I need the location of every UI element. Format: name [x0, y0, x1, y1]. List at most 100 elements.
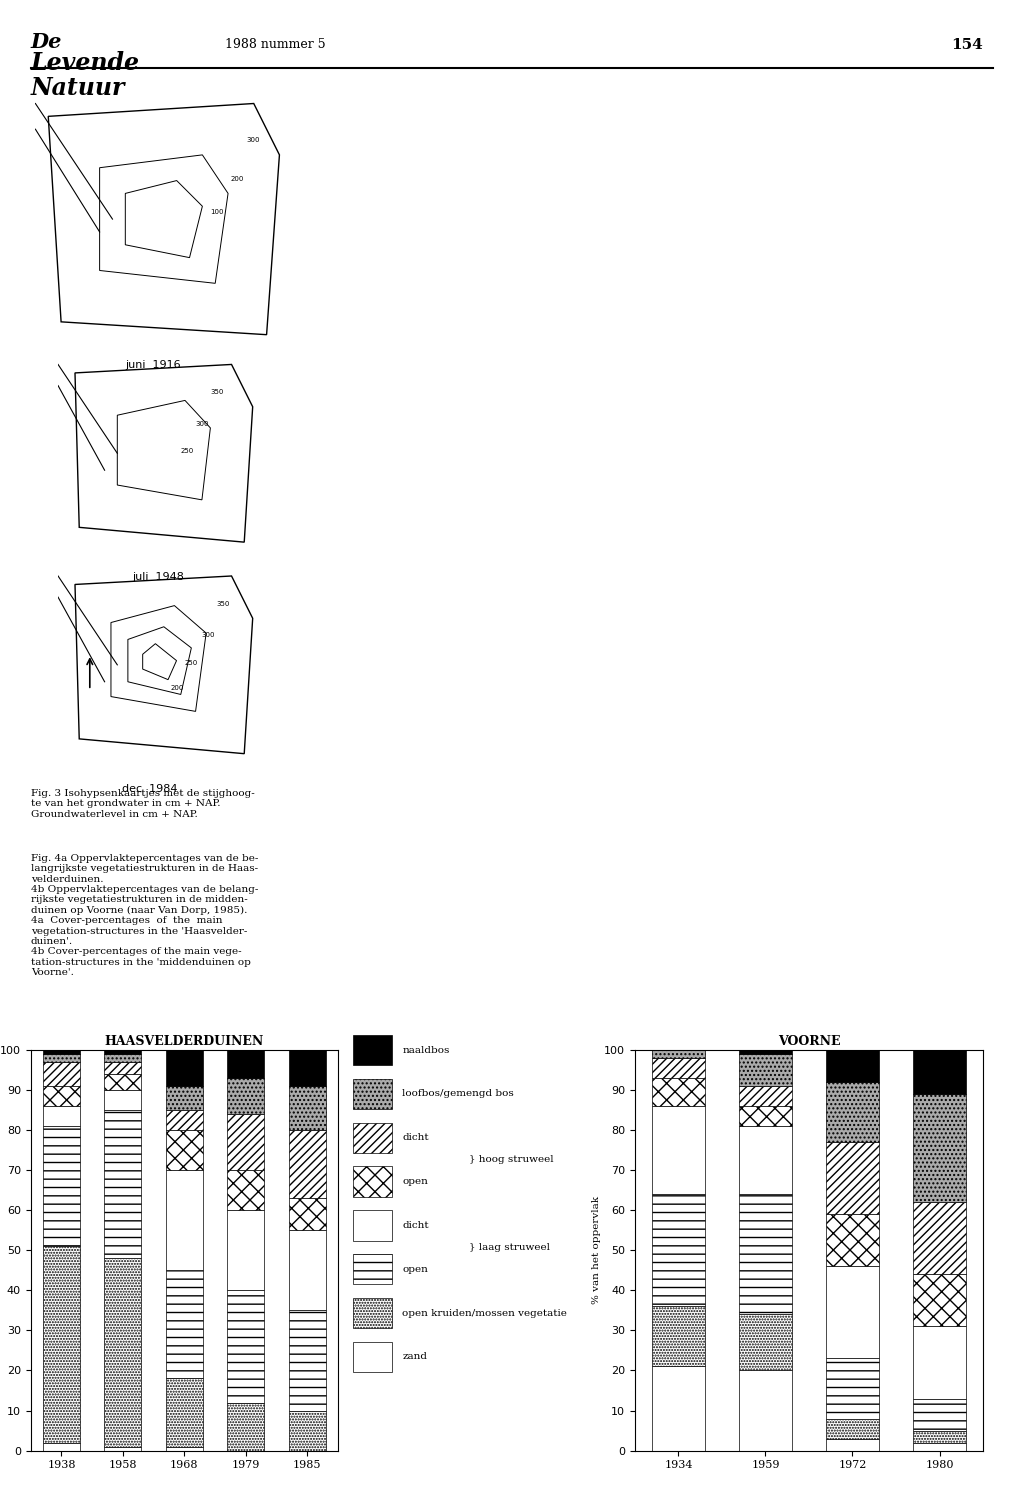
- Bar: [652, 1050, 705, 1058]
- Bar: [913, 1094, 966, 1203]
- Bar: [289, 1050, 326, 1086]
- Bar: [913, 1443, 966, 1451]
- Bar: [43, 1126, 80, 1247]
- Bar: [826, 1082, 879, 1142]
- Bar: [166, 1050, 203, 1086]
- Text: 250: 250: [181, 449, 194, 455]
- Bar: [739, 1050, 792, 1055]
- Text: 350: 350: [210, 388, 224, 394]
- Text: 200: 200: [170, 684, 183, 691]
- Bar: [166, 1271, 203, 1378]
- Bar: [913, 1274, 966, 1327]
- Text: zand: zand: [402, 1352, 427, 1361]
- Text: juni  1916: juni 1916: [125, 360, 181, 370]
- Text: 154: 154: [951, 38, 983, 51]
- Bar: [104, 1259, 141, 1446]
- Bar: [913, 1327, 966, 1399]
- Text: } hoog struweel: } hoog struweel: [469, 1156, 554, 1163]
- Bar: [652, 1058, 705, 1079]
- Bar: [289, 1230, 326, 1310]
- Bar: [227, 1079, 264, 1114]
- Bar: [104, 1050, 141, 1055]
- Text: 250: 250: [185, 660, 199, 666]
- Bar: [826, 1438, 879, 1451]
- Bar: [289, 1310, 326, 1411]
- Bar: [43, 1050, 80, 1055]
- Bar: [913, 1431, 966, 1443]
- Bar: [739, 1086, 792, 1106]
- Bar: [166, 1111, 203, 1130]
- Bar: [227, 1114, 264, 1170]
- Bar: [913, 1050, 966, 1094]
- Bar: [913, 1399, 966, 1431]
- Bar: [652, 1079, 705, 1106]
- Title: HAASVELDERDUINEN: HAASVELDERDUINEN: [104, 1035, 264, 1047]
- Text: open kruiden/mossen vegetatie: open kruiden/mossen vegetatie: [402, 1309, 567, 1318]
- Bar: [739, 1370, 792, 1451]
- Text: 300: 300: [246, 138, 259, 144]
- Bar: [739, 1194, 792, 1315]
- Bar: [652, 1194, 705, 1307]
- Bar: [166, 1378, 203, 1446]
- Bar: [289, 1130, 326, 1198]
- Text: 200: 200: [230, 175, 244, 181]
- Bar: [826, 1358, 879, 1419]
- Bar: [826, 1266, 879, 1358]
- Bar: [104, 1111, 141, 1259]
- Bar: [826, 1142, 879, 1215]
- Bar: [43, 1062, 80, 1086]
- Text: loofbos/gemengd bos: loofbos/gemengd bos: [402, 1089, 514, 1098]
- Text: 1988 nummer 5: 1988 nummer 5: [225, 38, 326, 51]
- Bar: [227, 1210, 264, 1290]
- Text: Levende: Levende: [31, 51, 139, 76]
- Text: Natuur: Natuur: [31, 76, 125, 100]
- Bar: [739, 1055, 792, 1086]
- Bar: [289, 1198, 326, 1230]
- Bar: [652, 1106, 705, 1194]
- Bar: [104, 1055, 141, 1062]
- Text: Fig. 4a Oppervlaktepercentages van de be-
langrijkste vegetatiestrukturen in de : Fig. 4a Oppervlaktepercentages van de be…: [31, 854, 258, 978]
- Text: open: open: [402, 1177, 428, 1186]
- Bar: [104, 1091, 141, 1111]
- Bar: [289, 1086, 326, 1130]
- Bar: [166, 1086, 203, 1111]
- Bar: [652, 1366, 705, 1451]
- Bar: [104, 1074, 141, 1091]
- Bar: [289, 1411, 326, 1451]
- Text: De: De: [31, 32, 62, 51]
- Bar: [43, 1106, 80, 1126]
- Text: Fig. 3 Isohypsenkaartjes met de stijghoog-
te van het grondwater in cm + NAP.
Gr: Fig. 3 Isohypsenkaartjes met de stijghoo…: [31, 789, 255, 819]
- Bar: [826, 1419, 879, 1438]
- Bar: [227, 1402, 264, 1451]
- Text: 100: 100: [210, 209, 223, 215]
- Text: juli  1948: juli 1948: [132, 573, 184, 582]
- Y-axis label: % van het oppervlak: % van het oppervlak: [592, 1197, 601, 1304]
- Text: } laag struweel: } laag struweel: [469, 1244, 550, 1251]
- Text: 300: 300: [196, 420, 209, 426]
- Bar: [227, 1050, 264, 1079]
- Text: naaldbos: naaldbos: [402, 1046, 450, 1055]
- Bar: [166, 1130, 203, 1170]
- Bar: [227, 1290, 264, 1402]
- Title: VOORNE: VOORNE: [777, 1035, 841, 1047]
- Bar: [43, 1443, 80, 1451]
- Bar: [652, 1307, 705, 1366]
- Bar: [166, 1170, 203, 1271]
- Text: 350: 350: [217, 600, 230, 606]
- Bar: [43, 1086, 80, 1106]
- Text: dicht: dicht: [402, 1221, 429, 1230]
- Bar: [104, 1062, 141, 1074]
- Bar: [913, 1203, 966, 1274]
- Bar: [826, 1215, 879, 1266]
- Text: 300: 300: [202, 632, 215, 638]
- Bar: [739, 1126, 792, 1194]
- Bar: [43, 1055, 80, 1062]
- Text: dec  1984: dec 1984: [122, 784, 177, 793]
- Text: open: open: [402, 1265, 428, 1274]
- Bar: [227, 1170, 264, 1210]
- Text: dicht: dicht: [402, 1133, 429, 1142]
- Bar: [826, 1050, 879, 1082]
- Bar: [104, 1446, 141, 1451]
- Bar: [739, 1315, 792, 1370]
- Bar: [739, 1106, 792, 1126]
